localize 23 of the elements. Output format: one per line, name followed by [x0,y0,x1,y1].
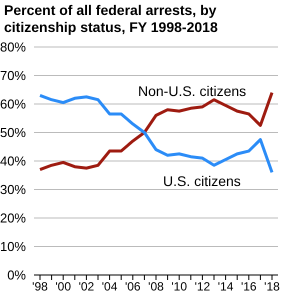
x-tick-label: '00 [55,280,72,294]
y-tick-label: 10% [0,239,26,254]
x-tick-label: '18 [264,280,280,294]
series-label: U.S. citizens [163,173,241,189]
x-tick-label: '02 [78,280,95,294]
x-tick-label: '06 [124,280,141,294]
y-tick-label: 70% [0,68,26,84]
x-tick-label: '08 [148,280,164,294]
y-tick-label: 60% [0,96,26,112]
x-tick-label: '12 [194,280,211,294]
x-tick-label: '10 [171,280,188,294]
x-tick-label: '14 [218,280,234,294]
chart-title: Percent of all federal arrests, by citizenship status, FY 1998-2018 [4,2,219,36]
y-tick-label: 50% [0,125,26,140]
y-tick-label: 30% [0,182,26,198]
series-label: Non-U.S. citizens [138,83,246,99]
y-tick-label: 20% [0,210,26,226]
x-tick-label: '98 [32,280,48,294]
y-tick-label: 40% [0,154,26,169]
x-tick-label: '16 [240,280,257,294]
y-tick-label: 0% [7,268,26,283]
y-tick-label: 80% [0,40,26,55]
x-tick-label: '04 [102,280,118,294]
